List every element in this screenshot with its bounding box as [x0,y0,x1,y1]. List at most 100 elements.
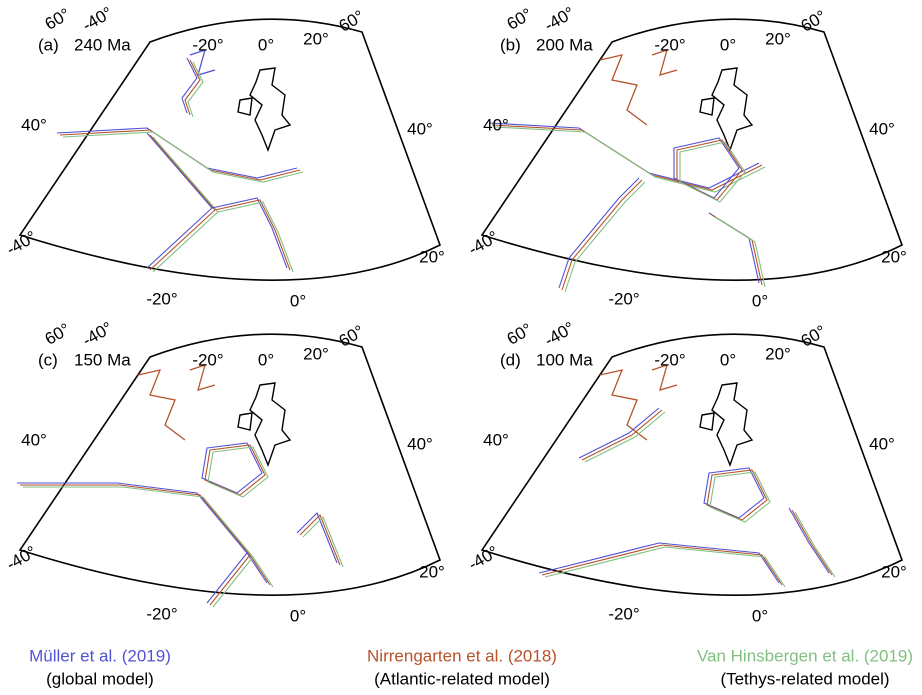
graticule-label: 20° [303,344,329,363]
legend-name: Müller et al. (2019) [29,646,171,665]
plate-boundary [20,484,271,586]
graticule-label: 40° [21,115,47,134]
plate-boundary [788,507,830,574]
graticule-label: 0° [258,350,274,369]
graticule-label: -20° [192,35,223,54]
graticule-label: -20° [192,350,223,369]
graticule-label: 20° [303,29,329,48]
graticule-label: 0° [720,35,736,54]
panel-age: 240 Ma [74,35,131,54]
plate-boundary [217,201,294,273]
graticule-label: 0° [258,35,274,54]
plate-boundary [201,442,263,494]
graticule-label: -40° [465,542,502,574]
plate-boundary [584,411,666,463]
plate-boundary [558,177,640,289]
plate-boundary [302,516,344,568]
coastline [237,67,292,152]
graticule-label: 20° [419,562,445,581]
panel-label: (b) [500,35,521,54]
graticule-label: -20° [146,289,177,308]
graticule-label: -40° [79,3,116,35]
graticule-label: -40° [3,542,40,574]
graticule-label: 40° [483,115,509,134]
panel-label: (d) [500,350,521,369]
graticule-label: 0° [752,606,768,625]
map-frame [480,18,903,281]
legend-name: Nirrengarten et al. (2018) [367,646,557,665]
graticule-label: 60° [504,319,536,348]
plate-boundary [23,486,274,588]
map-frame [18,333,441,596]
plate-boundary [62,131,304,183]
graticule-label: 60° [42,319,74,348]
graticule-label: 40° [407,119,433,138]
plate-boundary [561,179,643,291]
plate-boundary [299,514,341,566]
plate-boundary [714,216,766,288]
plate-boundary [207,446,269,498]
legend-note: (Tethys-related model) [720,669,889,688]
plate-boundary [212,556,254,608]
plate-boundary [211,197,288,269]
graticule-label: 40° [869,119,895,138]
plate-boundary [706,469,768,521]
coastline [699,382,754,467]
plate-boundary [544,546,786,588]
panel-age: 100 Ma [536,350,593,369]
plate-boundary [187,61,204,118]
graticule-label: -40° [541,318,578,350]
graticule-label: 20° [881,562,907,581]
coastline [651,363,678,391]
plate-boundary [296,512,338,564]
plate-boundary [494,126,766,193]
plate-boundary [673,137,740,199]
coastline [599,369,648,441]
map-frame [18,18,441,281]
graticule-label: 20° [765,29,791,48]
plate-boundary [711,214,763,286]
graticule-label: -40° [465,227,502,259]
plate-boundary [676,139,743,201]
graticule-label: 20° [881,247,907,266]
plate-boundary [209,554,251,606]
plate-boundary [206,552,248,604]
plate-boundary [703,467,765,519]
plate-boundary [214,199,291,271]
map-frame [480,333,903,596]
plate-boundary [491,124,763,191]
coastline [237,382,292,467]
panel-age: 150 Ma [74,350,131,369]
graticule-label: 0° [720,350,736,369]
plate-boundary [679,141,746,203]
plate-boundary [794,511,836,578]
legend-name: Van Hinsbergen et al. (2019) [697,646,913,665]
plate-boundary [488,122,760,189]
plate-boundary [204,444,266,496]
graticule-label: 0° [752,291,768,310]
plate-boundary [59,129,301,181]
plate-boundary [581,409,663,461]
graticule-label: -40° [3,227,40,259]
graticule-label: 60° [504,4,536,33]
graticule-label: -20° [654,35,685,54]
plate-boundary [564,181,646,293]
plate-boundary [149,134,216,271]
graticule-label: -20° [654,350,685,369]
graticule-label: -40° [79,318,116,350]
graticule-label: 20° [765,344,791,363]
graticule-label: -40° [541,3,578,35]
panel-age: 200 Ma [536,35,593,54]
plate-boundary [184,59,201,116]
graticule-label: 40° [483,430,509,449]
graticule-label: -20° [146,604,177,623]
legend-note: (global model) [46,669,154,688]
coastline [599,54,648,126]
plate-boundary [791,509,833,576]
plate-boundary [541,544,783,586]
plate-boundary [538,542,780,584]
graticule-label: 40° [869,434,895,453]
